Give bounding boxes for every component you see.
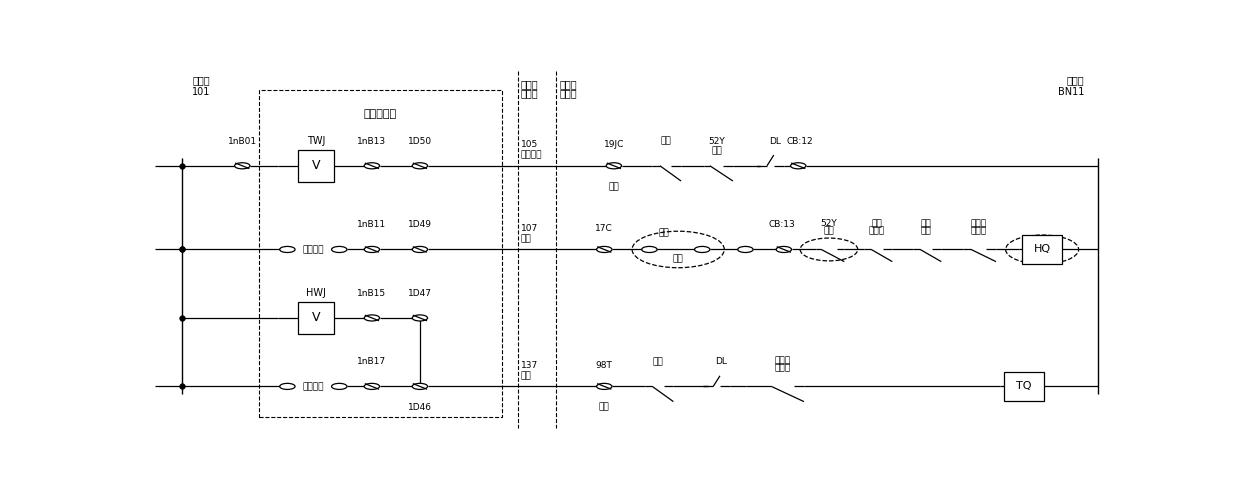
Circle shape [234,163,250,169]
Bar [297,302,335,334]
Text: 98T: 98T [596,361,613,370]
Text: 防跳: 防跳 [824,227,834,236]
Text: 远方: 远方 [608,182,620,191]
Text: DL: DL [715,357,727,366]
Text: 1nB15: 1nB15 [357,288,387,298]
Text: HWJ: HWJ [306,288,326,298]
Text: 未储能: 未储能 [869,227,885,236]
Text: 1D50: 1D50 [408,136,432,146]
Text: CB:13: CB:13 [768,220,795,229]
Text: 1nB17: 1nB17 [357,357,387,366]
Text: 远方: 远方 [673,254,684,263]
Text: 1D46: 1D46 [408,403,432,412]
Bar [297,150,335,182]
Text: 保护屏: 保护屏 [520,88,539,98]
Circle shape [737,247,753,252]
Text: 107: 107 [520,224,538,233]
Circle shape [642,247,657,252]
Text: 105: 105 [520,140,538,149]
Text: 防跳: 防跳 [711,146,722,155]
Text: CB:12: CB:12 [787,136,814,146]
Text: 1nB01: 1nB01 [228,136,256,146]
Text: 汇控箱: 汇控箱 [559,88,577,98]
Text: TQ: TQ [1016,381,1032,391]
Circle shape [597,247,612,252]
Circle shape [364,163,379,169]
Circle shape [280,247,295,252]
Text: 分闸: 分闸 [520,371,532,380]
Circle shape [606,163,622,169]
Circle shape [413,163,427,169]
Text: HQ: HQ [1033,245,1051,254]
Text: 断路器: 断路器 [774,356,790,365]
Circle shape [790,163,805,169]
Bar [1022,235,1062,264]
Text: 断路器: 断路器 [970,219,986,228]
Text: 主控室: 主控室 [520,79,539,89]
Text: 1D49: 1D49 [408,220,432,229]
Text: DL: DL [769,136,781,146]
Text: TWJ: TWJ [307,136,326,146]
Text: 跳位监视: 跳位监视 [520,151,543,160]
Text: 电机: 电机 [921,219,932,228]
Text: 就地: 就地 [658,228,669,237]
Text: BN11: BN11 [1058,86,1084,97]
Text: 1D47: 1D47 [408,288,432,298]
Text: 低气压: 低气压 [970,227,986,236]
Text: 就地: 就地 [653,357,663,366]
Text: 1nB13: 1nB13 [357,136,387,146]
Circle shape [332,383,347,389]
Text: V: V [312,159,321,172]
Circle shape [413,247,427,252]
Text: 52Y: 52Y [820,219,838,228]
Text: 19JC: 19JC [603,140,624,149]
Circle shape [413,383,427,389]
Text: 高压室: 高压室 [559,79,577,89]
Circle shape [597,383,612,389]
Circle shape [332,247,347,252]
Circle shape [695,247,710,252]
Bar [259,90,503,417]
Circle shape [776,247,792,252]
Text: 弹簧: 弹簧 [871,219,882,228]
Text: 负电源: 负电源 [1067,75,1084,85]
Text: 合闸: 合闸 [520,234,532,244]
Text: 17C: 17C [596,224,613,233]
Circle shape [364,315,379,321]
Text: 1nB11: 1nB11 [357,220,387,229]
Text: 公共端: 公共端 [192,75,209,85]
Text: 跳闸回路: 跳闸回路 [302,382,325,391]
Text: 101: 101 [192,86,211,97]
Text: 低气压: 低气压 [774,364,790,372]
Text: 52Y: 52Y [709,136,725,146]
Text: 137: 137 [520,361,538,370]
Circle shape [364,247,379,252]
Text: 合闸回路: 合闸回路 [302,245,325,254]
Text: 过热: 过热 [921,227,932,236]
Circle shape [280,383,295,389]
Text: 远方: 远方 [598,403,610,412]
Text: 保护操作箱: 保护操作箱 [364,110,396,120]
Bar [1004,372,1044,401]
Text: V: V [312,311,321,325]
Circle shape [364,383,379,389]
Text: 就地: 就地 [660,136,672,146]
Circle shape [413,315,427,321]
